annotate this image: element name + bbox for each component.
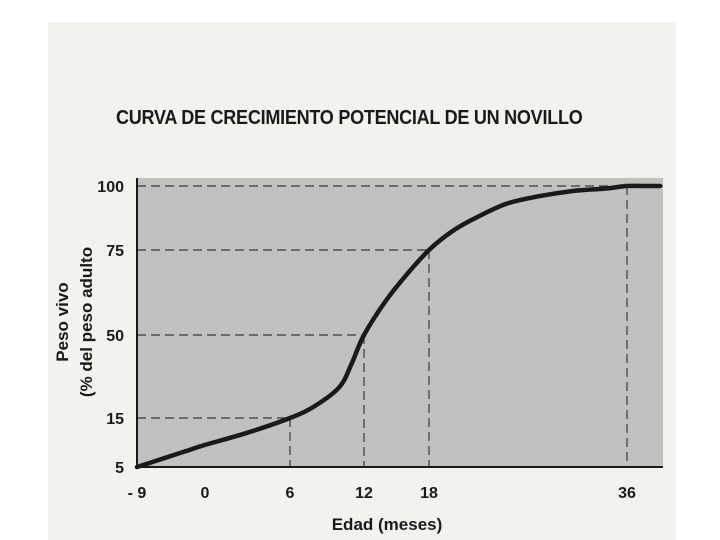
- y-tick-label: 75: [106, 243, 124, 260]
- y-tick-label: 50: [106, 328, 124, 345]
- y-tick-label: 5: [115, 460, 124, 477]
- chart-title: CURVA DE CRECIMIENTO POTENCIAL DE UN NOV…: [116, 106, 583, 129]
- plot-area: [137, 178, 663, 467]
- x-tick-label: 12: [355, 485, 373, 502]
- y-axis-label-line1: Peso vivo: [53, 282, 72, 361]
- y-tick-labels: 5 15 50 75 100: [97, 179, 124, 477]
- x-axis-label: Edad (meses): [332, 515, 443, 534]
- y-tick-label: 15: [106, 411, 124, 428]
- growth-curve-line: [134, 183, 663, 470]
- x-tick-label: - 9: [128, 485, 147, 502]
- y-tick-label: 100: [97, 179, 124, 196]
- x-tick-label: 0: [201, 485, 210, 502]
- x-tick-label: 36: [618, 485, 636, 502]
- x-tick-labels: - 9 0 6 12 18 36: [128, 485, 636, 502]
- x-tick-label: 6: [286, 485, 295, 502]
- x-tick-label: 18: [420, 485, 438, 502]
- y-axis-label-line2: (% del peso adulto: [77, 247, 96, 397]
- axes: [136, 178, 663, 468]
- reference-guides: [137, 185, 663, 467]
